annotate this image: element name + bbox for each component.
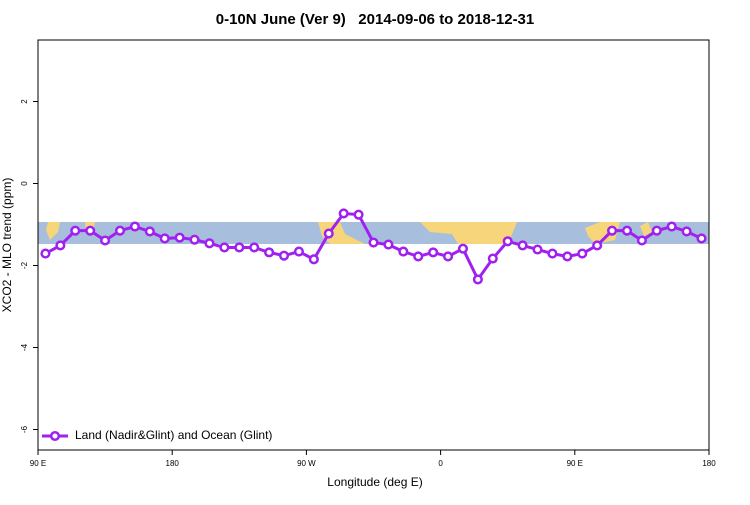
plot-frame (37, 39, 710, 451)
data-point (40, 248, 51, 259)
data-point (577, 248, 588, 259)
data-point (338, 208, 349, 219)
chart-title: 0-10N June (Ver 9) 2014-09-06 to 2018-12… (216, 11, 535, 28)
legend-label: Land (Nadir&Glint) and Ocean (Glint) (75, 428, 272, 442)
y-tick-label: -4 (20, 343, 29, 351)
data-point (55, 240, 66, 251)
data-point (85, 225, 96, 236)
x-tick-label: 90 E (30, 459, 46, 468)
data-point (651, 225, 662, 236)
legend-marker (49, 430, 61, 442)
x-tick-label: 180 (702, 459, 716, 468)
x-tick-label: 90 W (297, 459, 316, 468)
data-point (547, 248, 558, 259)
y-tick-label: 2 (20, 99, 29, 104)
data-point (413, 251, 424, 262)
data-point (532, 244, 543, 255)
data-point (517, 240, 528, 251)
x-tick-label: 180 (166, 459, 180, 468)
data-point (114, 225, 126, 236)
data-point (70, 225, 81, 236)
data-point (428, 247, 439, 258)
x-tick-label: 90 E (567, 459, 583, 468)
data-point (636, 235, 647, 246)
data-point (368, 237, 379, 248)
data-point (443, 251, 454, 262)
data-point (159, 233, 170, 244)
data-point (234, 242, 245, 253)
x-tick-label: 0 (438, 459, 443, 468)
data-point (457, 243, 469, 254)
data-point (144, 226, 155, 237)
y-tick-label: -6 (20, 425, 29, 433)
data-point (174, 232, 185, 243)
data-point (696, 233, 707, 244)
data-point (502, 236, 513, 247)
data-point (666, 221, 677, 232)
data-point (621, 225, 633, 236)
data-point (681, 226, 692, 237)
data-point (353, 209, 364, 220)
data-point (219, 242, 230, 253)
data-point (264, 247, 275, 258)
data-point (398, 246, 409, 257)
data-point (383, 239, 394, 250)
data-point (472, 274, 483, 285)
data-point (592, 240, 603, 251)
map-strip (38, 222, 709, 244)
data-point (249, 242, 260, 253)
y-axis-label: XCO2 - MLO trend (ppm) (0, 178, 14, 313)
data-point (323, 228, 334, 239)
y-tick-label: -2 (20, 261, 29, 269)
data-point (100, 235, 111, 246)
data-point (293, 246, 304, 257)
data-point (607, 225, 618, 236)
data-point (189, 234, 200, 245)
data-point (487, 253, 498, 264)
data-point (278, 250, 290, 261)
data-point (308, 254, 319, 265)
data-point (204, 238, 215, 249)
x-axis-label: Longitude (deg E) (327, 475, 422, 489)
y-tick-label: 0 (20, 181, 29, 186)
data-point (129, 221, 140, 232)
data-point (562, 251, 573, 262)
